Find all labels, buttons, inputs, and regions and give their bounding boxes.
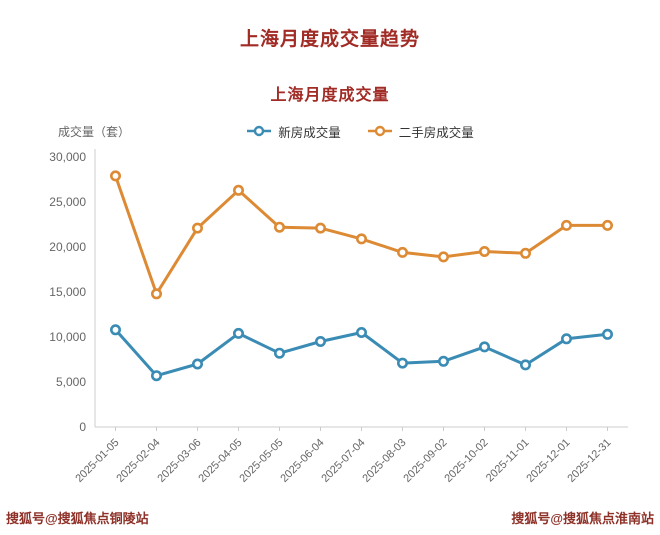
series-marker-1 [601,219,613,231]
series-marker-1 [519,247,531,259]
legend-item-1[interactable]: 二手房成交量 [367,122,474,141]
series-marker-0 [151,370,163,382]
series-marker-0 [355,327,367,339]
y-axis-name-label: 成交量（套） [58,125,131,139]
series-marker-0 [601,328,613,340]
series-marker-0 [437,355,449,367]
series-marker-0 [519,359,531,371]
page: 上海月度成交量趋势 上海月度成交量 成交量（套） 新房成交量 二手房成交量 0 5,… [0,29,660,526]
legend-line-marker-icon [247,125,272,137]
y-tick-label: 15,000 [49,285,86,299]
legend-row: 成交量（套） 新房成交量 二手房成交量 [0,121,660,141]
y-tick-label: 25,000 [49,195,86,209]
watermark-left: 搜狐号@搜狐焦点铜陵站 [6,511,149,526]
y-tick-label: 5,000 [56,375,86,389]
series-marker-1 [478,246,490,258]
chart-svg: 0 5,000 10,000 15,000 20,000 25,000 30,000 2025… [49,149,628,485]
legend-label-0: 新房成交量 [278,125,341,140]
series-marker-0 [314,336,326,348]
series-marker-0 [233,327,245,339]
series-marker-0 [560,333,572,345]
series-marker-0 [192,358,204,370]
y-tick-label: 30,000 [49,150,86,164]
legend-line-marker-icon [367,125,392,137]
series-marker-1 [151,288,163,300]
legend: 新房成交量 二手房成交量 [0,121,660,141]
series-marker-1 [192,222,204,234]
watermark-right: 搜狐号@搜狐焦点淮南站 [511,511,654,526]
series-marker-0 [273,347,285,359]
series-marker-1 [396,246,408,258]
x-tick-label: 2025-12-31 [565,437,613,483]
legend-item-0[interactable]: 新房成交量 [246,122,341,141]
series-marker-1 [273,221,285,233]
y-tick-label: 10,000 [49,330,86,344]
page-title: 上海月度成交量趋势 [239,29,420,50]
series-marker-0 [478,341,490,353]
series-marker-1 [233,184,245,196]
series-marker-0 [396,357,408,369]
y-tick-label: 0 [79,420,86,434]
series-marker-0 [110,324,122,336]
y-tick-label: 20,000 [49,240,86,254]
line-chart: 0 5,000 10,000 15,000 20,000 25,000 30,000 2025… [0,143,660,488]
chart-title: 上海月度成交量 [270,87,390,104]
series-marker-1 [437,251,449,263]
chart-card: 上海月度成交量 成交量（套） 新房成交量 二手房成交量 0 5,000 10,000 1… [0,81,660,488]
series-marker-1 [355,233,367,245]
series-marker-1 [560,219,572,231]
legend-label-1: 二手房成交量 [398,125,474,140]
watermark-bar: 搜狐号@搜狐焦点铜陵站 搜狐号@搜狐焦点淮南站 [0,508,660,527]
series-marker-1 [314,222,326,234]
series-marker-1 [110,170,122,182]
